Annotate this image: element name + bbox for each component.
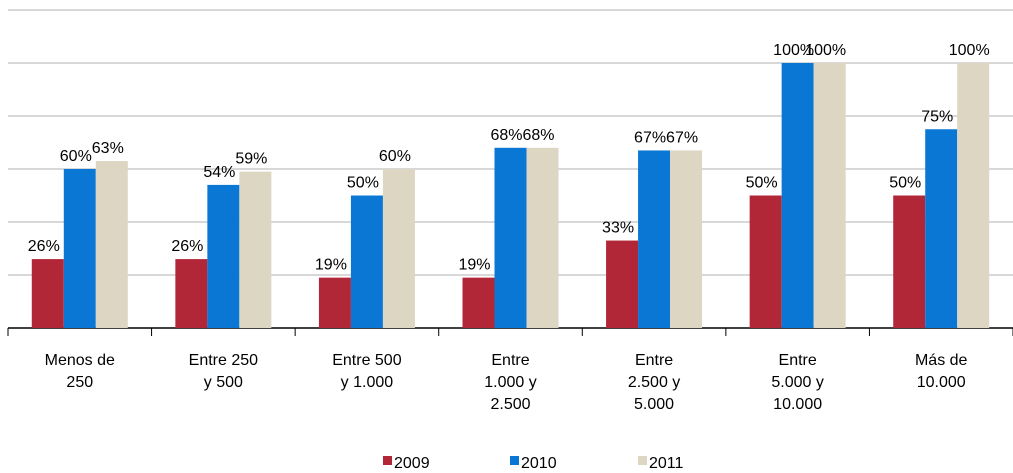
bar — [494, 147, 527, 328]
legend-swatch — [638, 456, 647, 465]
bar — [175, 259, 208, 328]
data-label: 60% — [60, 148, 92, 165]
data-label: 67% — [666, 129, 698, 146]
bar — [813, 63, 846, 328]
data-label: 100% — [949, 42, 990, 59]
bar — [893, 195, 926, 328]
bar — [925, 129, 958, 328]
x-tick-label: Entre 500 y 1.000 — [332, 352, 402, 391]
bar — [670, 150, 703, 328]
data-label: 100% — [773, 42, 814, 59]
data-label: 60% — [379, 148, 411, 165]
bar — [318, 277, 351, 328]
data-label: 26% — [171, 238, 203, 255]
bar — [95, 161, 128, 328]
data-label: 59% — [235, 151, 267, 168]
bar — [606, 240, 639, 328]
data-label: 68% — [490, 127, 522, 144]
bar — [350, 195, 383, 328]
bar — [63, 169, 96, 328]
bar — [382, 169, 415, 328]
data-label: 50% — [746, 175, 778, 192]
data-label: 54% — [203, 164, 235, 181]
x-tick-label: Entre 1.000 y 2.500 — [484, 352, 537, 413]
x-tick-label: Más de 10.000 — [914, 352, 968, 391]
bar — [239, 171, 272, 328]
data-label: 50% — [347, 175, 379, 192]
data-label: 63% — [92, 140, 124, 157]
data-label: 33% — [602, 220, 634, 237]
data-label: 50% — [889, 175, 921, 192]
data-label: 100% — [805, 42, 846, 59]
legend-label: 2011 — [649, 455, 684, 472]
bar — [781, 63, 814, 328]
x-tick-label: Menos de 250 — [44, 352, 115, 391]
legend-swatch — [510, 456, 519, 465]
data-label: 19% — [315, 257, 347, 274]
legend-label: 2010 — [521, 455, 557, 472]
data-label: 68% — [522, 127, 554, 144]
data-label: 75% — [921, 108, 953, 125]
bar — [462, 277, 495, 328]
bar — [638, 150, 671, 328]
x-tick-label: Entre 2.500 y 5.000 — [627, 352, 681, 413]
bar — [957, 63, 990, 328]
bar — [207, 184, 240, 328]
data-label: 19% — [458, 257, 490, 274]
legend-label: 2009 — [394, 455, 430, 472]
legend-swatch — [383, 456, 392, 465]
bar — [526, 147, 559, 328]
bar — [31, 259, 64, 328]
data-label: 67% — [634, 129, 666, 146]
x-tick-label: Entre 5.000 y 10.000 — [771, 352, 824, 413]
bar — [749, 195, 782, 328]
data-label: 26% — [28, 238, 60, 255]
x-tick-label: Entre 250 y 500 — [188, 352, 259, 391]
